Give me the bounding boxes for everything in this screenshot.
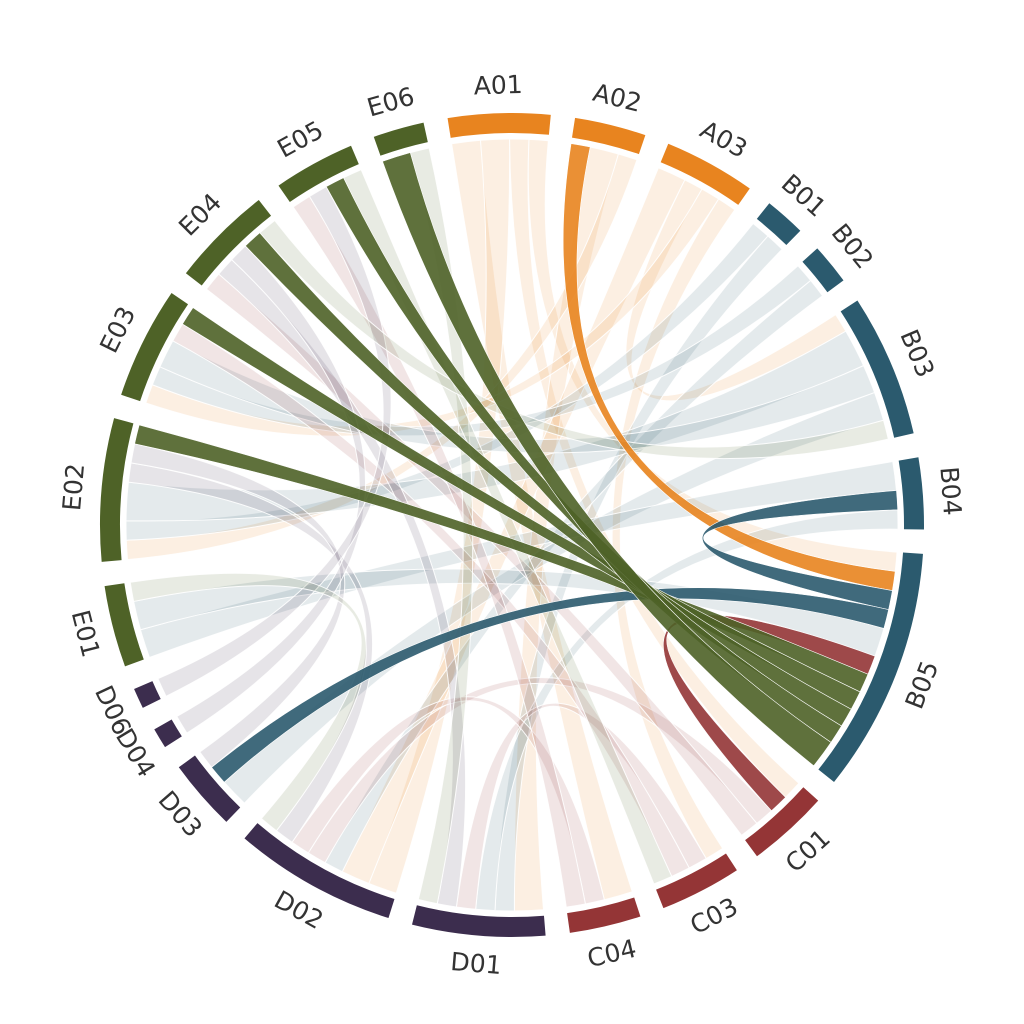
segment-arc-c04: [567, 897, 641, 933]
ribbon-D01-E04: [218, 258, 467, 908]
segment-arc-e01: [104, 583, 144, 667]
segment-arc-b05: [818, 552, 923, 782]
segment-label-d03: D03: [153, 785, 208, 843]
segment-arcs-layer: [99, 113, 924, 937]
ribbon-C01-E04: [205, 273, 758, 837]
highlight-ribbon-E06-B05: [382, 152, 832, 767]
segment-arc-e05: [278, 145, 359, 203]
highlight-ribbon-B04-B05: [701, 490, 899, 610]
segment-label-d01: D01: [449, 947, 502, 980]
segment-label-b04: B04: [934, 466, 967, 517]
segment-label-c01: C01: [780, 823, 836, 878]
ribbon-C01-D02: [307, 677, 773, 864]
highlight-ribbons-layer: [134, 143, 899, 812]
segment-arc-a03: [660, 143, 750, 205]
highlight-ribbon-E04-B05: [244, 232, 852, 727]
ribbon-A03-B03: [625, 179, 847, 402]
segment-arc-e03: [121, 293, 189, 402]
highlight-ribbon-B05-D03: [211, 587, 889, 783]
segment-label-c03: C03: [685, 892, 742, 940]
ribbon-C04-D02: [291, 696, 605, 905]
ribbon-A01-B05: [527, 138, 898, 572]
segment-label-a03: A03: [695, 115, 752, 164]
highlight-ribbon-A02-B05: [562, 143, 896, 591]
highlight-ribbon-E03-B05: [182, 307, 861, 710]
ribbon-B01-E02: [125, 222, 769, 541]
segment-label-e02: E02: [57, 462, 90, 512]
ribbon-B02-D02: [324, 279, 824, 873]
segment-label-b03: B03: [894, 325, 940, 381]
ribbon-B04-D01: [475, 509, 899, 912]
segment-arc-d04: [154, 719, 182, 748]
ribbon-B03-E02: [125, 330, 865, 522]
ribbon-D03-E02: [130, 443, 346, 769]
ribbon-B03-E03: [159, 340, 876, 454]
ribbon-D04-E04: [176, 245, 366, 734]
segment-label-e04: E04: [173, 187, 227, 241]
ribbon-B02-E03: [151, 265, 812, 437]
segment-arc-e02: [99, 418, 134, 562]
ribbon-D06-E05: [157, 185, 392, 697]
segment-label-e03: E03: [94, 302, 141, 358]
ribbon-A02-E02: [125, 153, 638, 561]
ribbon-D02-E02: [127, 462, 373, 843]
segment-arc-d01: [412, 905, 546, 937]
segment-label-b01: B01: [776, 169, 832, 223]
ribbon-A03-E03: [145, 188, 720, 437]
segment-arc-d02: [244, 823, 395, 919]
segment-arc-b01: [756, 203, 801, 245]
ribbon-B03-D03: [223, 391, 885, 804]
segment-label-e05: E05: [272, 115, 328, 163]
ribbon-A01-D02: [368, 138, 511, 894]
ribbon-B04-E01: [139, 460, 897, 659]
ribbon-B01-D01: [494, 235, 783, 912]
segment-arc-c03: [656, 853, 737, 909]
segment-arc-e06: [373, 122, 428, 156]
segment-label-b02: B02: [826, 218, 879, 274]
segment-arc-b04: [898, 457, 924, 530]
segment-arc-a01: [447, 113, 551, 138]
segment-arc-c01: [745, 787, 819, 857]
segment-arc-b02: [802, 248, 844, 293]
highlight-ribbon-E05-B05: [325, 177, 842, 743]
highlight-ribbon-E02-B05: [134, 424, 869, 693]
segment-arc-a02: [571, 117, 646, 155]
ribbon-C03-D01: [455, 702, 707, 910]
segment-label-e06: E06: [364, 82, 418, 123]
segment-arc-d06: [134, 681, 161, 708]
segment-arc-b03: [840, 300, 914, 438]
ribbon-E01-D02: [129, 572, 367, 832]
segment-label-e01: E01: [66, 607, 106, 660]
segment-label-a02: A02: [590, 78, 644, 118]
segment-arc-d03: [178, 755, 241, 822]
highlight-ribbon-C01-B05: [663, 614, 876, 812]
segment-label-c04: C04: [585, 934, 640, 973]
segment-label-b05: B05: [900, 657, 945, 713]
ribbon-C03-E03: [172, 323, 690, 878]
segment-arc-e04: [185, 200, 272, 286]
segment-label-d02: D02: [270, 885, 329, 935]
segment-label-a01: A01: [473, 70, 523, 101]
ribbon-A03-C03: [611, 198, 736, 860]
